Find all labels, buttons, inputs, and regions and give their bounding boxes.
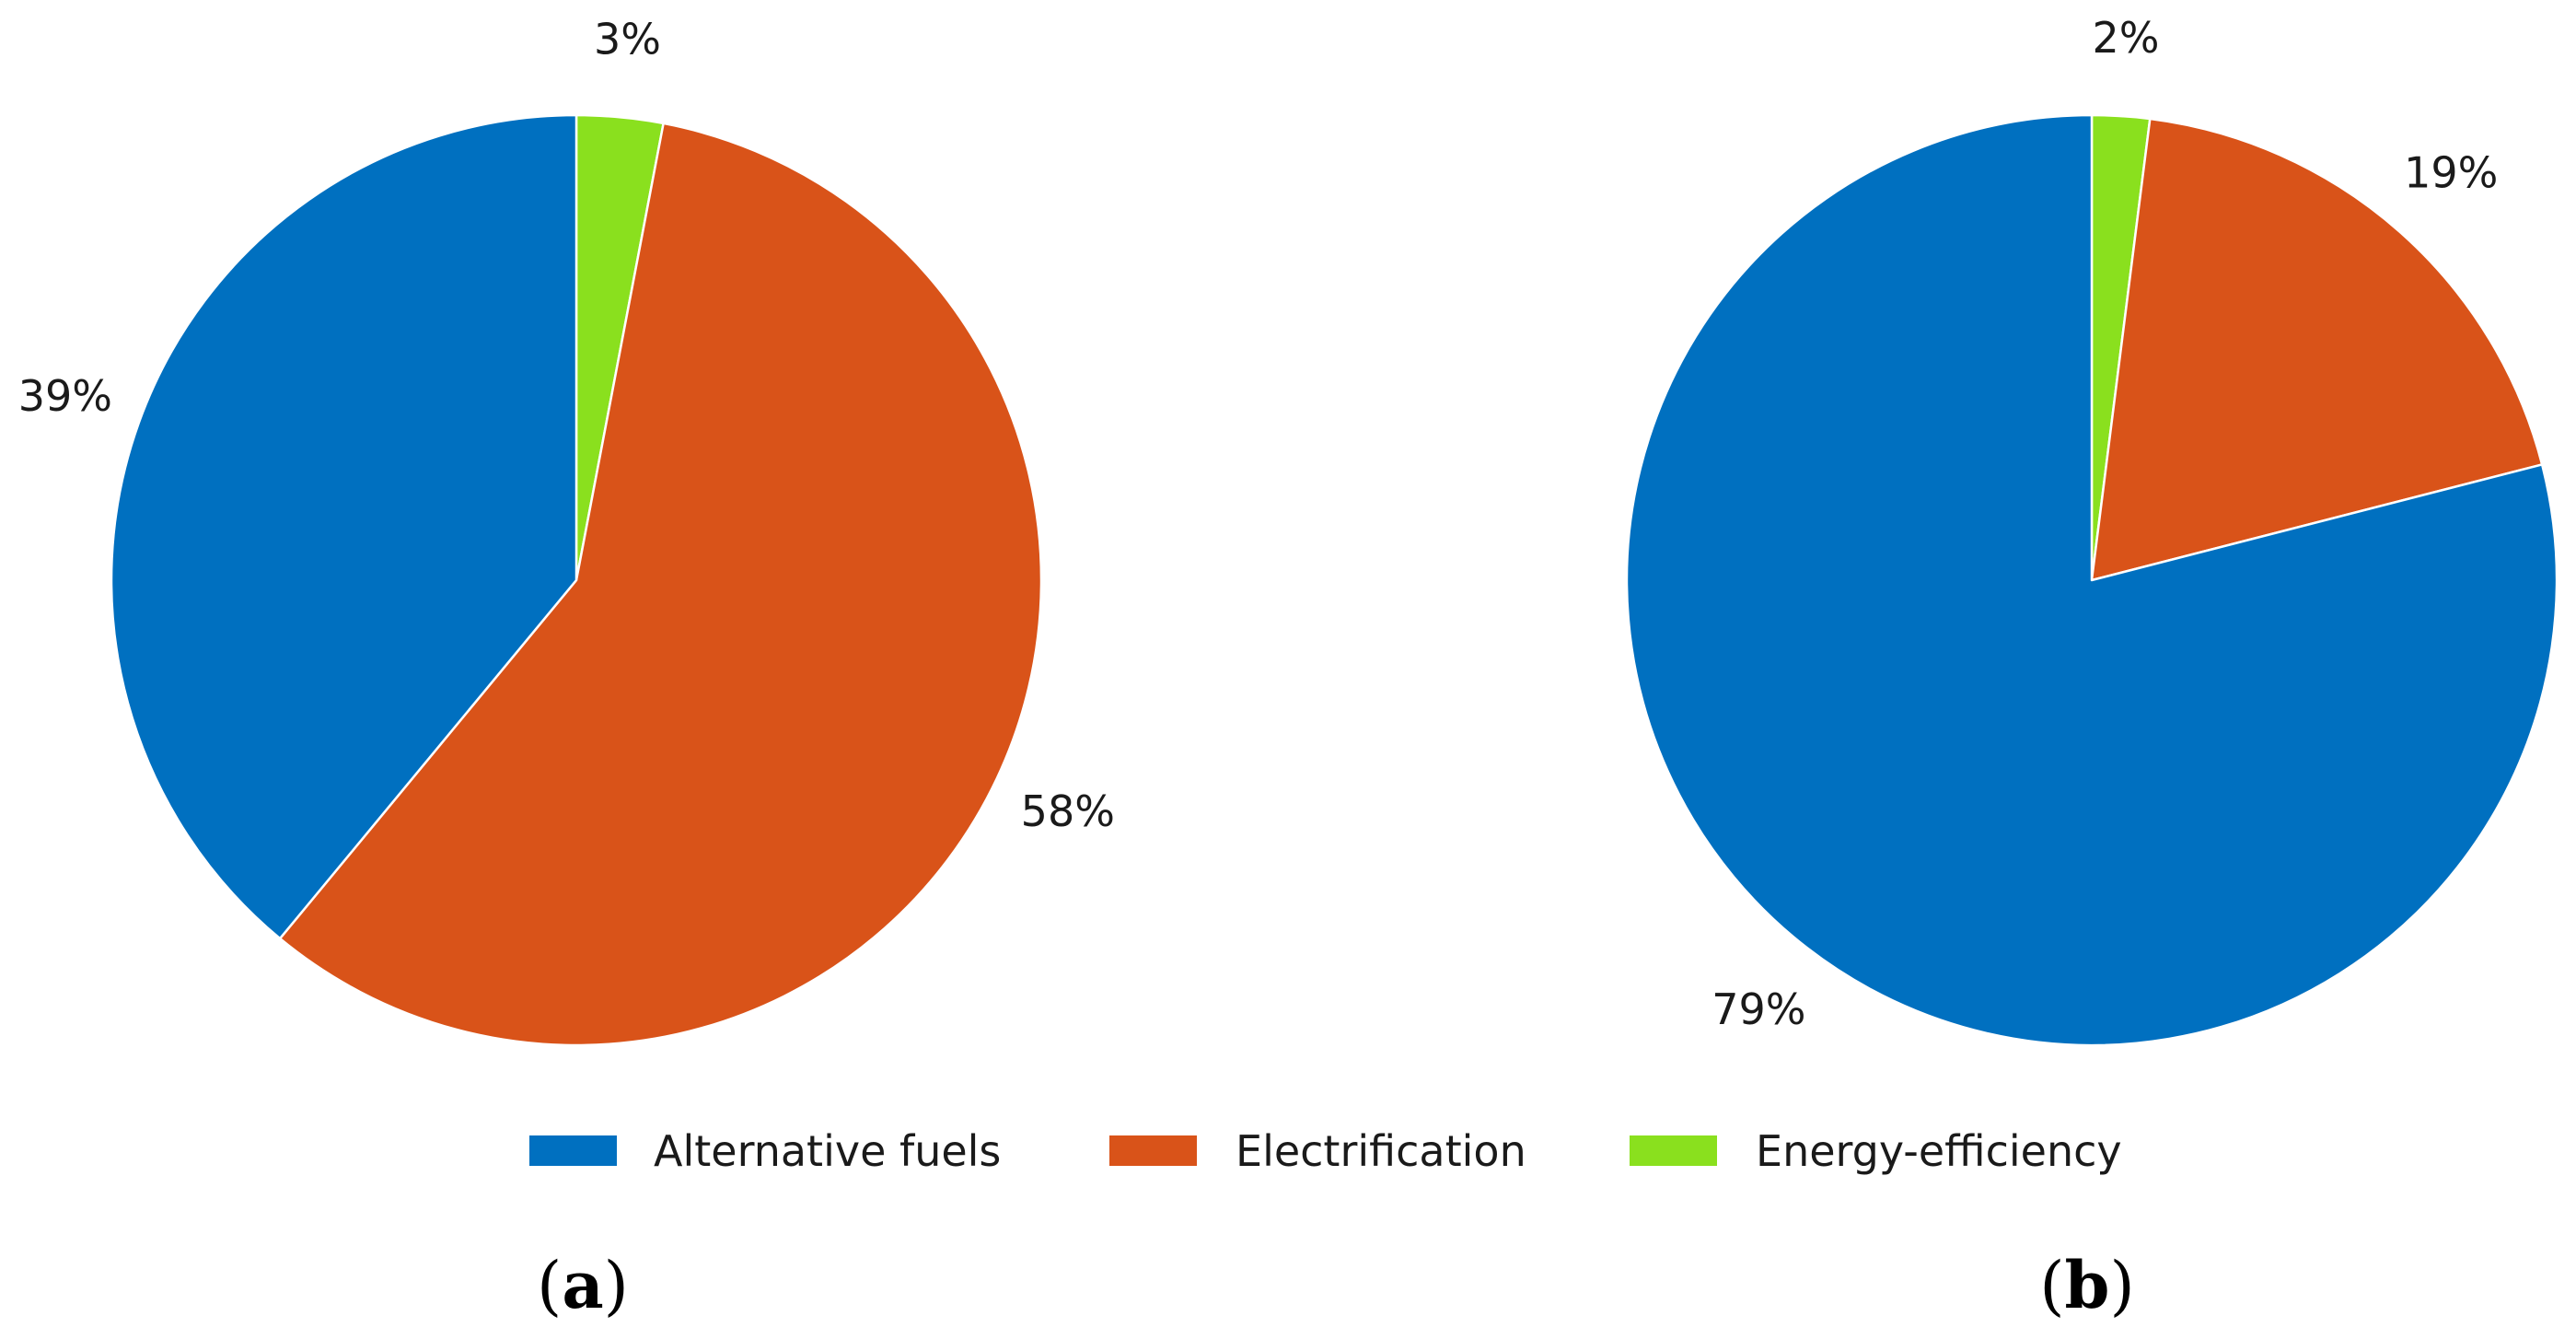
legend-label-electrification: Electrification — [1236, 1126, 1526, 1176]
panel-label-b: (b) — [2039, 1247, 2135, 1323]
legend-item-electrification: Electrification — [1109, 1126, 1526, 1176]
legend-swatch-alternative-fuels — [529, 1135, 617, 1166]
pie-b-label-alternative-fuels: 79% — [1712, 984, 1805, 1034]
pie-a-label-alternative-fuels: 39% — [18, 371, 112, 421]
legend-swatch-electrification — [1109, 1135, 1197, 1166]
pie-b-label-electrification: 19% — [2404, 147, 2498, 197]
legend: Alternative fuels Electrification Energy… — [529, 1126, 2122, 1176]
legend-item-energy-efficiency: Energy-efficiency — [1630, 1126, 2122, 1176]
pie-b-slice-alternative-fuels — [1625, 113, 2559, 1047]
legend-item-alternative-fuels: Alternative fuels — [529, 1126, 1001, 1176]
legend-label-energy-efficiency: Energy-efficiency — [1756, 1126, 2122, 1176]
pie-a-label-electrification: 58% — [1021, 786, 1115, 836]
panel-label-a: (a) — [537, 1247, 629, 1323]
pie-a-label-energy-efficiency: 3% — [594, 15, 661, 64]
legend-swatch-energy-efficiency — [1630, 1135, 1717, 1166]
legend-label-alternative-fuels: Alternative fuels — [654, 1126, 1001, 1176]
pie-a-slice-electrification — [278, 122, 1043, 1047]
pie-chart-b: 2% 19% 79% — [1625, 13, 2559, 1047]
pie-b-slice-electrification — [2090, 117, 2544, 582]
pie-b-label-energy-efficiency: 2% — [2093, 13, 2160, 63]
pie-a-slice-alternative-fuels — [110, 113, 578, 940]
pie-chart-a: 3% 58% 39% — [18, 15, 1115, 1047]
